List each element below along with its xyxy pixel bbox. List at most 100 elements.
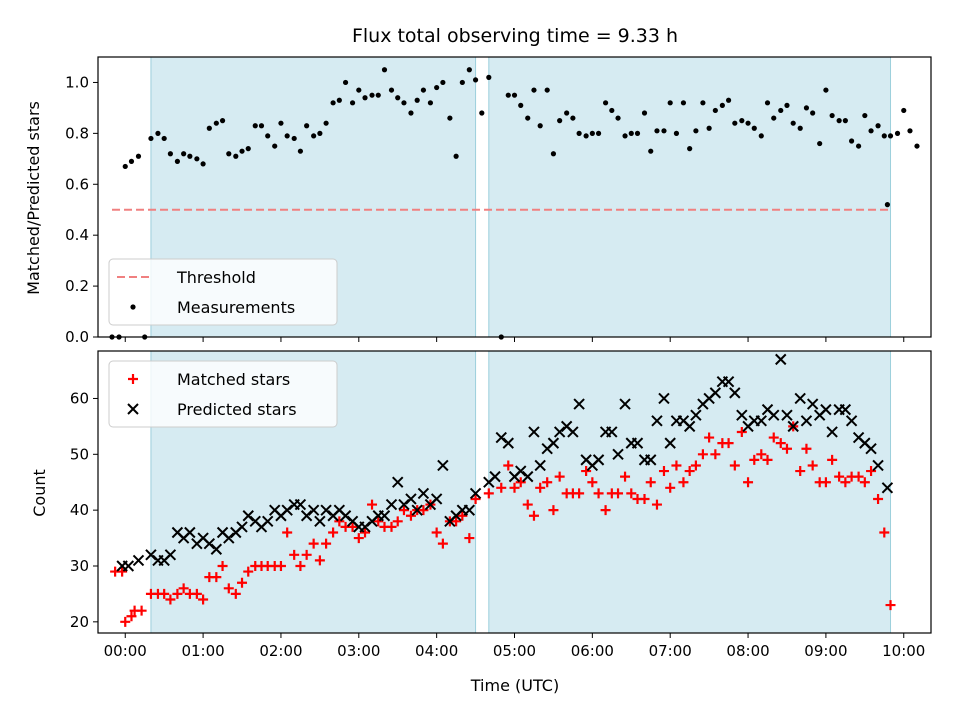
y-tick-label: 0.6 xyxy=(65,175,89,193)
data-point xyxy=(693,128,699,134)
data-point xyxy=(775,353,787,366)
data-point xyxy=(745,120,751,126)
data-point xyxy=(418,505,429,516)
data-point xyxy=(853,471,864,482)
data-point xyxy=(592,454,605,466)
data-point xyxy=(211,572,222,583)
data-point xyxy=(427,100,434,106)
data-point xyxy=(408,110,414,116)
data-point xyxy=(505,92,511,98)
data-point xyxy=(167,151,174,157)
data-point xyxy=(553,426,566,438)
y-tick-label: 1.0 xyxy=(65,73,89,91)
data-point xyxy=(725,97,732,103)
data-point xyxy=(300,510,313,522)
data-point xyxy=(239,148,245,154)
x-tick-label: 06:00 xyxy=(571,642,614,660)
data-point xyxy=(172,588,183,599)
data-point xyxy=(848,138,855,144)
data-point xyxy=(230,588,241,599)
data-point xyxy=(542,477,553,488)
data-point xyxy=(522,499,533,510)
data-point xyxy=(710,449,721,460)
data-point xyxy=(237,577,248,588)
data-point xyxy=(781,409,793,421)
data-point xyxy=(664,437,676,449)
data-point xyxy=(483,488,494,499)
data-point xyxy=(258,123,265,129)
data-point xyxy=(386,521,397,532)
data-point xyxy=(148,135,154,142)
data-point xyxy=(405,510,416,521)
data-point xyxy=(639,493,650,504)
data-point xyxy=(301,549,312,560)
data-point xyxy=(661,128,667,134)
data-point xyxy=(155,130,161,136)
data-point xyxy=(496,482,507,493)
data-point xyxy=(191,588,202,599)
data-point xyxy=(317,130,323,136)
data-point xyxy=(778,107,784,114)
data-point xyxy=(706,125,712,131)
data-point xyxy=(437,459,449,472)
data-point xyxy=(307,504,320,516)
data-point xyxy=(194,156,200,162)
observing-window-2 xyxy=(488,350,892,634)
data-point xyxy=(800,415,813,427)
data-point xyxy=(894,130,901,136)
data-point xyxy=(570,115,576,121)
data-point xyxy=(719,102,725,108)
data-point xyxy=(447,115,453,121)
data-point xyxy=(875,123,881,129)
data-point xyxy=(836,118,842,124)
data-point xyxy=(451,516,462,527)
data-point xyxy=(392,516,403,527)
data-point xyxy=(164,549,177,561)
data-point xyxy=(198,594,209,605)
data-point xyxy=(178,583,189,594)
data-point xyxy=(589,130,595,136)
data-point xyxy=(291,135,297,142)
data-point xyxy=(784,102,790,108)
data-point xyxy=(651,415,663,427)
data-point xyxy=(405,493,417,505)
data-point xyxy=(700,100,706,106)
series-matched-stars xyxy=(110,421,896,627)
legend-label: Predicted stars xyxy=(177,400,297,419)
data-point xyxy=(606,426,618,438)
data-point xyxy=(914,143,920,149)
data-point xyxy=(554,471,565,482)
data-point xyxy=(373,516,384,527)
data-point xyxy=(583,133,589,139)
data-point xyxy=(252,123,258,129)
data-point xyxy=(206,125,212,131)
data-point xyxy=(690,409,702,421)
data-point xyxy=(132,554,145,567)
data-point xyxy=(751,125,757,131)
data-point xyxy=(859,477,870,488)
data-point xyxy=(453,153,459,159)
data-point xyxy=(369,92,375,98)
chart-title: Flux total observing time = 9.33 h xyxy=(352,25,678,47)
data-point xyxy=(466,67,472,73)
data-point xyxy=(314,515,326,528)
data-point xyxy=(868,128,874,134)
data-point xyxy=(223,583,234,594)
ratio-panel: 0.0 0.2 0.4 0.6 0.8 1.0 Threshold Measurements xyxy=(65,56,932,346)
data-point xyxy=(834,471,845,482)
data-point xyxy=(803,105,810,111)
data-point xyxy=(829,112,835,119)
data-point xyxy=(885,600,896,611)
data-point xyxy=(145,549,157,561)
data-point xyxy=(392,476,404,488)
x-tick-label: 03:00 xyxy=(337,642,380,660)
data-point xyxy=(375,92,381,98)
data-point xyxy=(581,466,592,477)
data-point xyxy=(245,146,251,152)
data-point xyxy=(881,482,894,494)
data-point xyxy=(839,403,852,416)
y-tick-label: 30 xyxy=(70,557,89,575)
data-point xyxy=(187,153,193,159)
data-point xyxy=(820,403,832,416)
data-point xyxy=(557,118,563,124)
